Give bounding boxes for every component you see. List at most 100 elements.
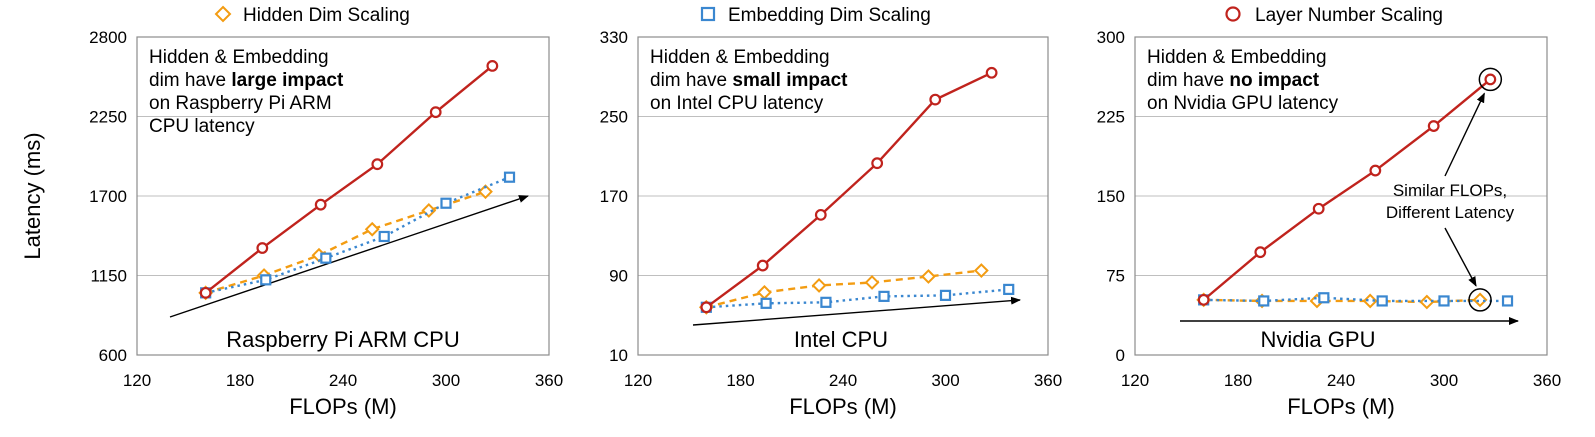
y-tick-label: 75 [1106,267,1125,286]
data-point-embedding [260,274,272,286]
data-point-layer [199,286,212,299]
data-point-layer [486,60,499,72]
annotation-line: no impact [1229,70,1319,91]
annotation-line: on Raspberry Pi ARM [149,93,332,114]
annotation-line: dim have [1147,70,1229,91]
data-point-hidden [1472,292,1488,308]
data-point-embedding [878,290,890,302]
data-point-layer [1254,246,1267,259]
y-axis-title: Latency (ms) [20,132,45,259]
y-tick-label: 330 [600,28,628,47]
data-point-layer [985,66,998,79]
annotation-text: Hidden & Embedding dim have no impact on N… [1147,47,1339,114]
callout-arrow [1444,227,1477,287]
plot-frame [637,36,1049,356]
legend-marker-square-icon [700,6,716,22]
data-point-embedding [1258,295,1270,307]
x-tick-label: 360 [535,371,563,390]
data-point-embedding [1501,295,1514,307]
x-tick-label: 240 [1327,371,1355,390]
data-point-embedding [320,252,332,264]
x-tick-label: 300 [931,371,959,390]
device-label: Intel CPU [794,327,888,352]
data-point-hidden [478,184,493,200]
annotation-line: Hidden & Embedding [650,47,830,68]
data-point-layer [314,198,327,211]
y-tick-label: 250 [600,108,628,127]
data-point-hidden [811,278,827,293]
plot-frame [1134,36,1548,356]
annotation-line: CPU latency [149,116,255,137]
data-point-embedding [1438,295,1450,307]
data-point-hidden [421,203,437,218]
panel-nvidia-gpu: 0 75 150 225 300 120 180 240 300 360 FLOPs (M) Hidd… [1097,28,1562,419]
data-point-layer [1484,73,1497,86]
x-tick-label: 300 [1430,371,1458,390]
y-tick-label: 0 [1116,346,1125,365]
annotation-line: small impact [732,70,848,91]
data-point-embedding [1003,283,1015,296]
annotation-line: Hidden & Embedding [149,47,329,68]
callout-note: Similar FLOPs, Different Latency [1386,181,1515,222]
data-point-layer [1312,202,1325,215]
legend: Hidden Dim Scaling Embedding Dim Scaling… [214,5,1443,26]
panel-intel-cpu: 10 90 170 250 330 120 180 240 300 360 FLOPs (M) Hid… [600,28,1063,419]
x-tick-label: 120 [123,371,151,390]
y-tick-label: 2800 [89,28,127,47]
data-point-hidden [921,269,936,284]
data-point-hidden [364,221,380,237]
series-line-layer [1202,78,1492,301]
data-point-hidden [864,275,880,290]
x-tick-label: 180 [726,371,754,390]
data-point-embedding [503,171,516,183]
data-point-embedding [378,230,390,243]
annotation-line: Hidden & Embedding [1147,47,1327,68]
legend-item-embedding: Embedding Dim Scaling [700,5,931,26]
legend-label-layer: Layer Number Scaling [1255,5,1443,26]
x-axis-title: FLOPs (M) [789,394,897,419]
y-tick-label: 10 [609,346,628,365]
data-point-layer [871,157,884,170]
data-point-embedding [440,197,452,209]
data-point-embedding [820,296,832,308]
data-point-layer [256,242,269,254]
data-point-layer [1369,164,1382,177]
device-label: Nvidia GPU [1261,327,1376,352]
device-label: Raspberry Pi ARM CPU [226,327,460,352]
data-point-layer [371,158,384,171]
annotation-line: dim have [149,70,231,91]
y-tick-label: 150 [1097,187,1125,206]
callout-note-line: Similar FLOPs, [1393,181,1507,200]
x-tick-label: 240 [329,371,357,390]
annotation-line: dim have [650,70,732,91]
data-point-hidden [973,263,989,278]
callout-arrow [1444,92,1485,177]
highlight-circle [1468,288,1492,312]
x-tick-label: 300 [432,371,460,390]
annotation-text: Hidden & Embedding dim have large impact o… [149,47,344,137]
y-tick-label: 90 [609,267,628,286]
y-tick-label: 1150 [90,267,127,286]
y-tick-label: 225 [1097,108,1125,127]
x-axis-title: FLOPs (M) [1287,394,1395,419]
series-line-hidden [205,190,486,294]
y-tick-label: 1700 [89,187,127,206]
legend-marker-diamond-icon [214,5,232,23]
data-point-hidden [757,284,772,300]
annotation-text: Hidden & Embedding dim have small impact o… [650,47,848,114]
x-tick-label: 120 [624,371,652,390]
y-tick-label: 600 [99,346,127,365]
data-point-embedding [1376,295,1388,307]
data-point-layer [429,106,442,119]
series-line-hidden [1203,298,1481,304]
trend-arrow [692,296,1021,326]
data-point-embedding [1318,292,1330,304]
data-point-layer [814,208,827,221]
highlight-circle [1478,67,1503,92]
data-point-layer [1197,293,1210,306]
x-tick-label: 180 [226,371,254,390]
y-tick-label: 2250 [89,108,127,127]
legend-item-layer: Layer Number Scaling [1225,5,1443,26]
